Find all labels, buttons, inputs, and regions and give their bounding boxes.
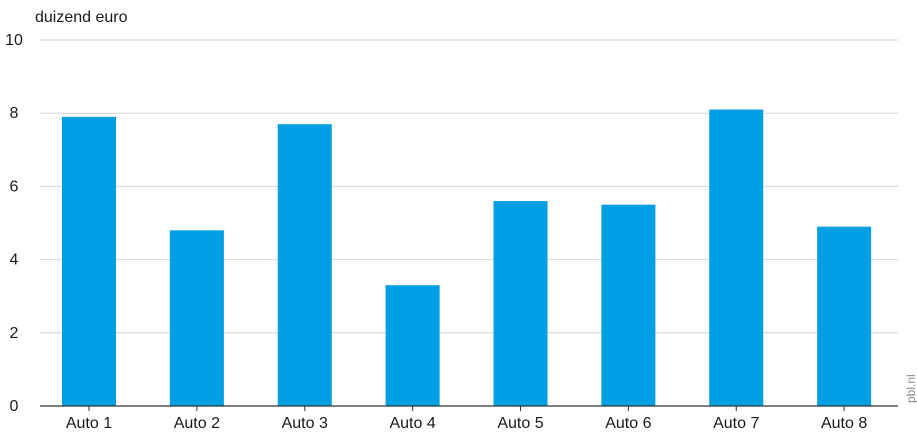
bar-auto-7 [709,109,764,406]
x-tick-label: Auto 8 [821,415,867,432]
credit-text: pbl.nl [904,374,917,403]
y-tick-label: 10 [5,32,23,49]
x-tick-label: Auto 6 [605,415,651,432]
bar-auto-6 [601,204,656,406]
bar-auto-4 [385,285,440,406]
x-tick-label: Auto 5 [497,415,543,432]
grid-lines [40,39,898,334]
bar-auto-3 [277,124,332,407]
y-tick-label: 6 [10,178,19,195]
x-axis-ticks: Auto 1 Auto 2 Auto 3 Auto 4 Auto 5 Auto 6 Auto… [66,406,867,432]
bar-auto-2 [169,230,224,406]
y-axis-unit-label: duizend euro [35,9,128,26]
bars [62,109,872,407]
y-tick-label: 0 [10,398,19,415]
bar-auto-5 [493,201,548,406]
x-tick-label: Auto 1 [66,415,112,432]
bar-auto-1 [62,116,116,407]
y-tick-label: 8 [10,105,19,122]
y-tick-label: 2 [10,325,19,342]
bar-auto-8 [817,226,872,406]
x-tick-label: Auto 2 [174,415,220,432]
x-tick-label: Auto 7 [713,415,759,432]
x-tick-label: Auto 4 [389,415,435,432]
x-tick-label: Auto 3 [282,415,328,432]
y-axis-ticks: 0 2 4 6 8 10 [5,32,23,415]
y-tick-label: 4 [10,252,19,269]
